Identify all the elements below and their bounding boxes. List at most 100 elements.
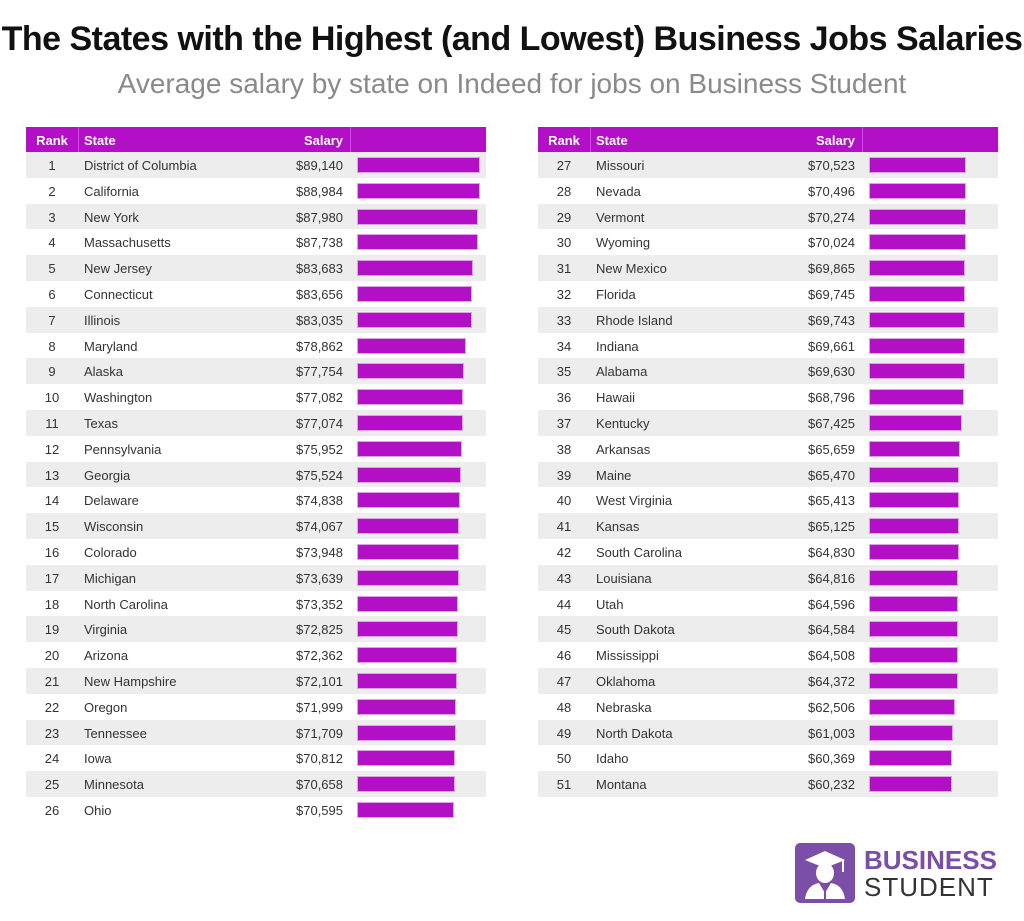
table-row: 2 California $88,984 <box>26 177 486 204</box>
rank-cell: 11 <box>45 415 59 431</box>
state-cell: District of Columbia <box>84 158 197 173</box>
rank-cell: 3 <box>48 209 56 225</box>
salary-bar <box>357 260 473 277</box>
rank-cell: 28 <box>556 183 572 199</box>
table-row: 7 Illinois $83,035 <box>26 306 486 333</box>
rank-cell: 1 <box>48 158 56 173</box>
table-row: 10 Washington $77,082 <box>26 384 486 410</box>
table-row: 23 Tennessee $71,709 <box>26 719 486 746</box>
table-row: 28 Nevada $70,496 <box>538 177 998 204</box>
salary-bar <box>869 543 959 560</box>
salary-cell: $64,816 <box>808 570 855 586</box>
salary-cell: $62,506 <box>808 699 855 715</box>
table-row: 46 Mississippi $64,508 <box>538 642 998 668</box>
rank-cell: 10 <box>44 390 60 406</box>
header-salary: Salary <box>303 133 343 148</box>
salary-cell: $64,596 <box>808 596 855 612</box>
state-cell: Hawaii <box>596 390 636 406</box>
state-cell: New York <box>84 209 139 225</box>
state-cell: Maryland <box>84 338 138 354</box>
rank-cell: 18 <box>44 596 60 612</box>
rank-cell: 8 <box>48 338 56 354</box>
table-row: 12 Pennsylvania $75,952 <box>26 435 486 462</box>
salary-cell: $89,140 <box>296 158 343 173</box>
salary-cell: $83,683 <box>296 261 343 277</box>
table-row: 20 Arizona $72,362 <box>26 642 486 668</box>
state-cell: Mississippi <box>596 648 659 664</box>
salary-cell: $87,738 <box>296 235 343 251</box>
table-row: 44 Utah $64,596 <box>538 590 998 617</box>
salary-cell: $72,362 <box>296 648 343 664</box>
rank-cell: 50 <box>556 751 572 767</box>
table-row: 42 South Carolina $64,830 <box>538 538 998 565</box>
state-cell: Massachusetts <box>84 235 171 251</box>
rank-cell: 40 <box>556 493 572 509</box>
state-cell: Florida <box>596 286 636 302</box>
salary-cell: $71,709 <box>296 725 343 741</box>
rank-cell: 35 <box>556 364 572 380</box>
header-salary: Salary <box>815 133 855 148</box>
salary-cell: $64,508 <box>808 648 855 664</box>
salary-cell: $87,980 <box>296 209 343 225</box>
rank-cell: 39 <box>556 467 572 483</box>
rank-cell: 38 <box>556 441 572 457</box>
table-row: 45 South Dakota $64,584 <box>538 616 998 643</box>
salary-cell: $72,101 <box>296 673 343 689</box>
salary-bar <box>357 337 466 354</box>
state-cell: Iowa <box>84 751 112 767</box>
state-cell: Alabama <box>596 364 648 380</box>
rank-cell: 43 <box>556 570 572 586</box>
salary-bar <box>357 543 459 560</box>
header-rank: Rank <box>36 133 68 148</box>
salary-bar <box>357 801 455 818</box>
salary-cell: $77,074 <box>296 415 343 431</box>
table-row: 51 Montana $60,232 <box>538 771 998 797</box>
state-cell: Texas <box>84 415 118 431</box>
rank-cell: 33 <box>556 312 572 328</box>
table-row: 35 Alabama $69,630 <box>538 358 998 385</box>
table-row: 32 Florida $69,745 <box>538 280 998 307</box>
state-cell: North Carolina <box>84 596 168 612</box>
salary-bar <box>357 234 479 251</box>
salary-bar <box>357 311 472 328</box>
state-cell: Idaho <box>596 751 629 767</box>
salary-cell: $83,656 <box>296 286 343 302</box>
salary-cell: $64,830 <box>808 544 855 560</box>
salary-cell: $65,470 <box>808 467 855 483</box>
state-cell: New Jersey <box>84 261 152 277</box>
salary-cell: $70,274 <box>808 209 855 225</box>
header-state: State <box>596 133 628 148</box>
salary-cell: $70,024 <box>808 235 855 251</box>
salary-bar <box>869 750 953 767</box>
rank-cell: 23 <box>44 725 60 741</box>
state-cell: Wisconsin <box>84 519 144 535</box>
salary-bar <box>869 569 959 586</box>
state-cell: Louisiana <box>596 570 652 586</box>
state-cell: Nebraska <box>596 699 652 715</box>
state-cell: South Carolina <box>596 544 682 560</box>
salary-bar <box>869 647 958 664</box>
salary-bar <box>357 518 460 535</box>
table-row: 30 Wyoming $70,024 <box>538 229 998 256</box>
salary-cell: $64,372 <box>808 673 855 689</box>
salary-bar <box>357 157 480 173</box>
salary-cell: $71,999 <box>296 699 343 715</box>
rank-cell: 48 <box>556 699 572 715</box>
table-row: 17 Michigan $73,639 <box>26 564 486 591</box>
table-row: 15 Wisconsin $74,067 <box>26 513 486 539</box>
salary-bar <box>869 414 962 431</box>
salary-bar <box>357 285 473 302</box>
table-row: 36 Hawaii $68,796 <box>538 384 998 410</box>
salary-cell: $73,639 <box>296 570 343 586</box>
table-row: 27 Missouri $70,523 <box>538 152 998 178</box>
salary-cell: $75,952 <box>296 441 343 457</box>
state-cell: Vermont <box>596 209 645 225</box>
table-row: 47 Oklahoma $64,372 <box>538 667 998 694</box>
salary-cell: $72,825 <box>296 622 343 638</box>
salary-bar <box>869 466 960 483</box>
table-row: 22 Oregon $71,999 <box>26 693 486 720</box>
salary-bar <box>869 208 966 225</box>
rank-cell: 46 <box>556 648 572 664</box>
state-cell: Connecticut <box>84 286 153 302</box>
salary-cell: $61,003 <box>808 725 855 741</box>
